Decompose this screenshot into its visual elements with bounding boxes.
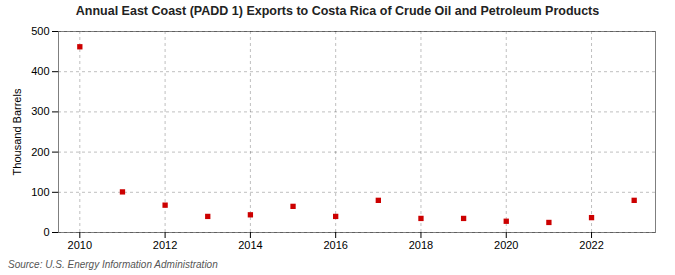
svg-text:2010: 2010: [68, 239, 92, 251]
svg-text:0: 0: [43, 226, 49, 238]
svg-text:2014: 2014: [238, 239, 262, 251]
html-text:Annual East Coast (PADD 1) Exp: Annual East Coast (PADD 1) Exports to Co…: [75, 4, 600, 18]
svg-text:2018: 2018: [409, 239, 433, 251]
svg-text:2012: 2012: [153, 239, 177, 251]
svg-text:2016: 2016: [323, 239, 347, 251]
svg-text:2022: 2022: [579, 239, 603, 251]
svg-text:500: 500: [31, 25, 49, 37]
svg-text:Thousand Barrels: Thousand Barrels: [11, 88, 23, 175]
svg-text:300: 300: [31, 105, 49, 117]
svg-text:100: 100: [31, 186, 49, 198]
svg-text:200: 200: [31, 146, 49, 158]
svg-text:400: 400: [31, 65, 49, 77]
svg-text:2020: 2020: [494, 239, 518, 251]
html-text:Source: U.S. Energy Informatio: Source: U.S. Energy Information Administ…: [8, 259, 218, 270]
